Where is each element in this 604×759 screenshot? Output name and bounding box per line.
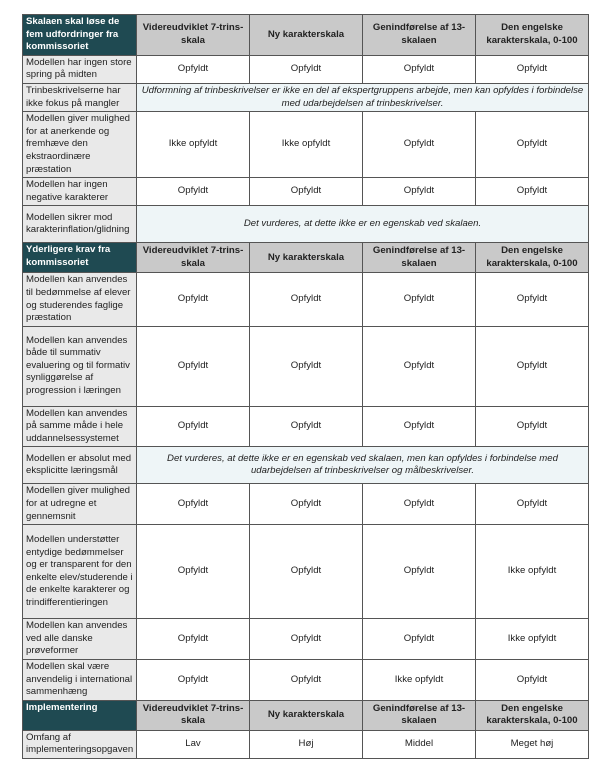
status-cell: Opfyldt: [475, 272, 589, 327]
table-row: Modellen skal være anvendelig i internat…: [22, 659, 589, 701]
section-title: Yderligere krav fra kommissoriet: [22, 242, 137, 274]
status-cell: Opfyldt: [362, 405, 476, 448]
merged-note: Det vurderes, at dette ikke er en egensk…: [136, 205, 589, 244]
table-row: Trinbeskrivelserne har ikke fokus på man…: [22, 82, 589, 113]
status-cell: Opfyldt: [136, 483, 250, 526]
merged-note: Udformning af trinbeskrivelser er ikke e…: [136, 82, 589, 113]
status-cell: Ikke opfyldt: [136, 111, 250, 179]
criterion-label: Modellen kan anvendes på samme måde i he…: [22, 405, 137, 448]
table-row: Modellen giver mulighed for at udregne e…: [22, 483, 589, 526]
status-cell: Ikke opfyldt: [362, 659, 476, 701]
status-cell: Opfyldt: [362, 272, 476, 327]
criterion-label: Modellen understøtter entydige bedømmels…: [22, 524, 137, 620]
status-cell: Lav: [136, 729, 250, 759]
status-cell: Opfyldt: [475, 177, 589, 207]
criterion-label: Modellen giver mulighed for at anerkende…: [22, 111, 137, 179]
table-row: Modellen kan anvendes både til summativ …: [22, 325, 589, 407]
section-header-row: Implementering Videreudviklet 7-trins-ska…: [22, 699, 589, 731]
column-header: Den engelske karakterskala, 0-100: [475, 14, 589, 56]
table-row: Modellen kan anvendes ved alle danske pr…: [22, 618, 589, 661]
status-cell: Meget høj: [475, 729, 589, 759]
criterion-label: Modellen har ingen store spring på midte…: [22, 54, 137, 84]
section-header-row: Skalaen skal løse de fem udfordringer fr…: [22, 14, 589, 56]
table-row: Modellen har ingen store spring på midte…: [22, 54, 589, 84]
criterion-label: Modellen giver mulighed for at udregne e…: [22, 483, 137, 526]
criterion-label: Modellen har ingen negative karakterer: [22, 177, 137, 207]
table-row: Modellen sikrer mod karakterinflation/gl…: [22, 205, 589, 244]
column-header: Ny karakterskala: [249, 242, 363, 274]
status-cell: Ikke opfyldt: [249, 111, 363, 179]
status-cell: Ikke opfyldt: [475, 618, 589, 661]
column-header: Ny karakterskala: [249, 14, 363, 56]
status-cell: Opfyldt: [475, 405, 589, 448]
status-cell: Opfyldt: [249, 483, 363, 526]
column-header: Videreudviklet 7-trins-skala: [136, 14, 250, 56]
criterion-label: Modellen kan anvendes både til summativ …: [22, 325, 137, 407]
status-cell: Opfyldt: [249, 272, 363, 327]
status-cell: Ikke opfyldt: [475, 524, 589, 620]
criterion-label: Modellen er absolut med eksplicitte læri…: [22, 446, 137, 485]
status-cell: Opfyldt: [249, 659, 363, 701]
status-cell: Opfyldt: [362, 177, 476, 207]
status-cell: Opfyldt: [249, 618, 363, 661]
section-title: Implementering: [22, 699, 137, 731]
criterion-label: Modellen kan anvendes til bedømmelse af …: [22, 272, 137, 327]
status-cell: Opfyldt: [249, 177, 363, 207]
section-header-row: Yderligere krav fra kommissoriet Videreud…: [22, 242, 589, 274]
status-cell: Opfyldt: [249, 325, 363, 407]
status-cell: Opfyldt: [362, 325, 476, 407]
status-cell: Opfyldt: [249, 405, 363, 448]
status-cell: Opfyldt: [362, 483, 476, 526]
column-header: Genindførelse af 13-skalaen: [362, 14, 476, 56]
criteria-comparison-table: Skalaen skal løse de fem udfordringer fr…: [22, 14, 589, 759]
status-cell: Opfyldt: [475, 659, 589, 701]
status-cell: Høj: [249, 729, 363, 759]
table-row: Modellen understøtter entydige bedømmels…: [22, 524, 589, 620]
status-cell: Opfyldt: [362, 54, 476, 84]
table-row: Modellen har ingen negative karakterer Op…: [22, 177, 589, 207]
table-row: Modellen er absolut med eksplicitte læri…: [22, 446, 589, 485]
table-row: Modellen kan anvendes til bedømmelse af …: [22, 272, 589, 327]
status-cell: Opfyldt: [136, 618, 250, 661]
status-cell: Opfyldt: [136, 524, 250, 620]
criterion-label: Omfang af implementeringsopgaven: [22, 729, 137, 759]
status-cell: Middel: [362, 729, 476, 759]
table-row: Modellen giver mulighed for at anerkende…: [22, 111, 589, 179]
status-cell: Opfyldt: [136, 325, 250, 407]
column-header: Ny karakterskala: [249, 699, 363, 731]
status-cell: Opfyldt: [136, 659, 250, 701]
table-row: Modellen kan anvendes på samme måde i he…: [22, 405, 589, 448]
status-cell: Opfyldt: [362, 618, 476, 661]
column-header: Den engelske karakterskala, 0-100: [475, 242, 589, 274]
section-title: Skalaen skal løse de fem udfordringer fr…: [22, 14, 137, 56]
status-cell: Opfyldt: [136, 54, 250, 84]
status-cell: Opfyldt: [136, 177, 250, 207]
criterion-label: Modellen sikrer mod karakterinflation/gl…: [22, 205, 137, 244]
column-header: Videreudviklet 7-trins-skala: [136, 699, 250, 731]
status-cell: Opfyldt: [475, 483, 589, 526]
column-header: Genindførelse af 13-skalaen: [362, 242, 476, 274]
criterion-label: Modellen skal være anvendelig i internat…: [22, 659, 137, 701]
column-header: Videreudviklet 7-trins-skala: [136, 242, 250, 274]
column-header: Genindførelse af 13-skalaen: [362, 699, 476, 731]
status-cell: Opfyldt: [136, 405, 250, 448]
status-cell: Opfyldt: [136, 272, 250, 327]
status-cell: Opfyldt: [475, 111, 589, 179]
criterion-label: Trinbeskrivelserne har ikke fokus på man…: [22, 82, 137, 113]
status-cell: Opfyldt: [475, 325, 589, 407]
status-cell: Opfyldt: [249, 54, 363, 84]
status-cell: Opfyldt: [475, 54, 589, 84]
merged-note: Det vurderes, at dette ikke er en egensk…: [136, 446, 589, 485]
column-header: Den engelske karakterskala, 0-100: [475, 699, 589, 731]
criterion-label: Modellen kan anvendes ved alle danske pr…: [22, 618, 137, 661]
status-cell: Opfyldt: [362, 111, 476, 179]
table-row: Omfang af implementeringsopgaven Lav Høj Mi…: [22, 729, 589, 759]
status-cell: Opfyldt: [249, 524, 363, 620]
status-cell: Opfyldt: [362, 524, 476, 620]
